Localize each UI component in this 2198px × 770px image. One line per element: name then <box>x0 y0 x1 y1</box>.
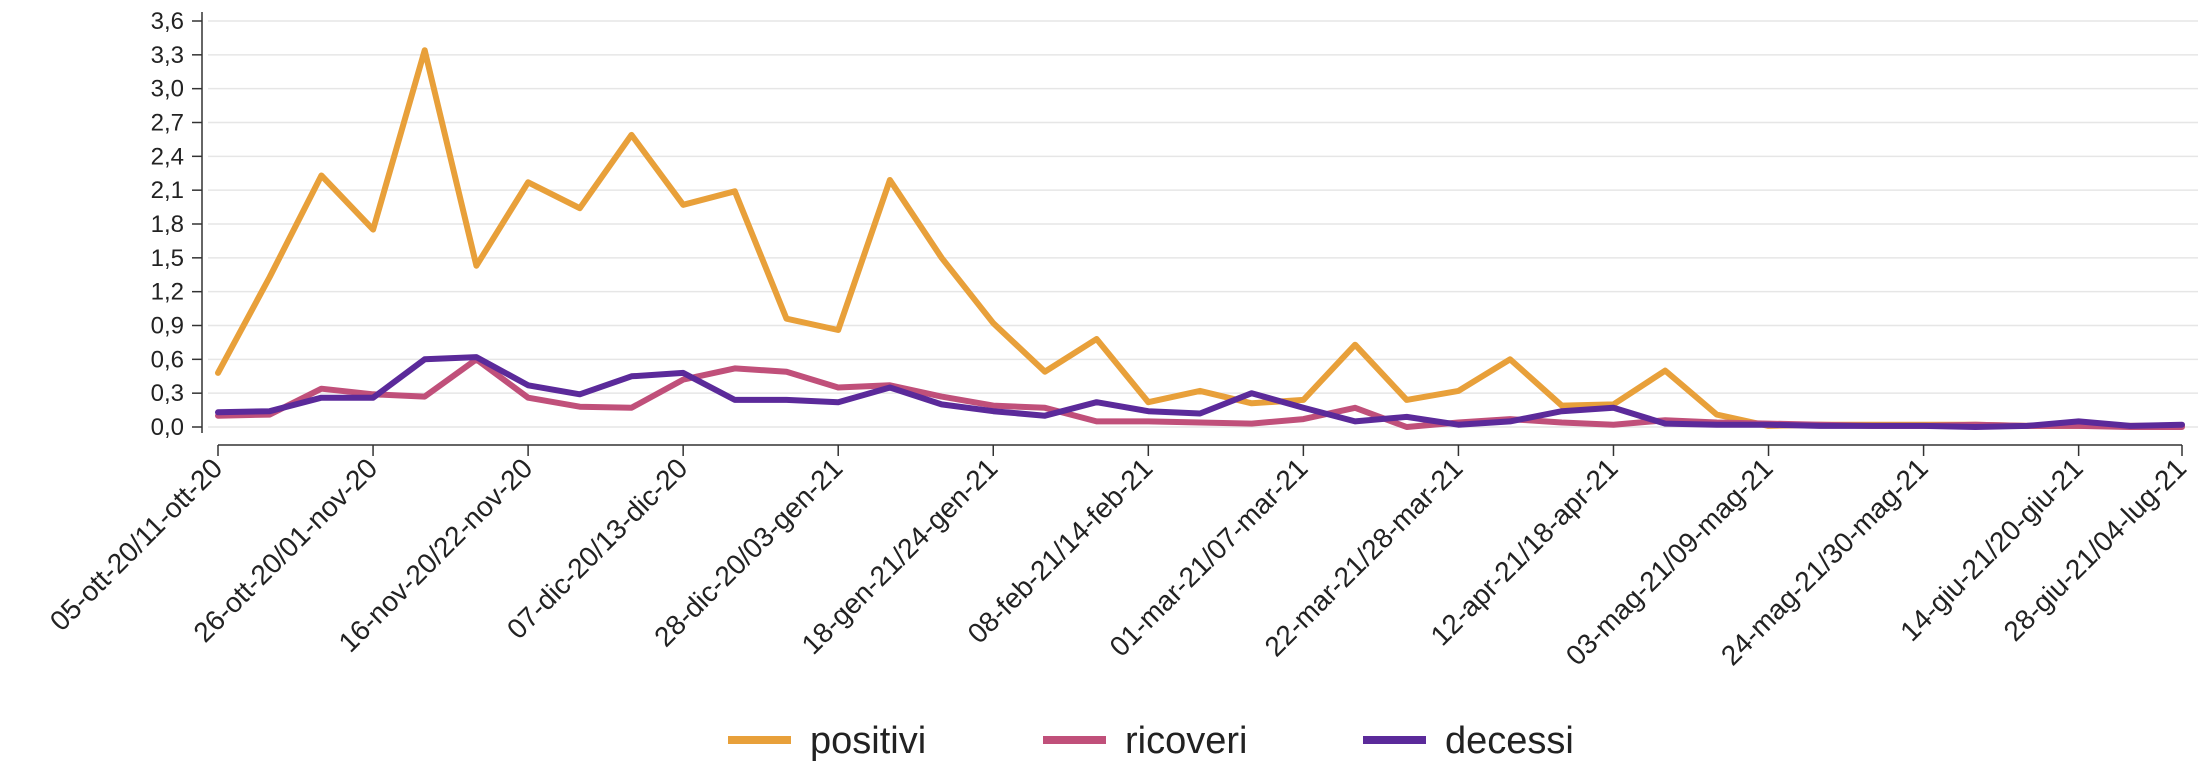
legend-label-ricoveri: ricoveri <box>1125 720 1247 762</box>
legend-label-positivi: positivi <box>810 720 926 762</box>
y-tick-label: 0,9 <box>151 313 184 340</box>
y-tick-label: 1,2 <box>151 279 184 306</box>
x-tick-label: 05-ott-20/11-ott-20 <box>44 452 228 636</box>
y-tick-label: 3,0 <box>151 76 184 103</box>
y-tick-label: 1,5 <box>151 245 184 272</box>
y-tick-label: 2,1 <box>151 177 184 204</box>
x-tick-label: 28-giu-21/04-lug-21 <box>1998 452 2193 647</box>
y-tick-label: 2,4 <box>151 143 184 170</box>
gridlines <box>208 20 2198 428</box>
legend-label-decessi: decessi <box>1445 720 1574 762</box>
series-lines <box>215 47 2185 430</box>
y-tick-label: 0,3 <box>151 380 184 407</box>
x-axis-ticks: 05-ott-20/11-ott-2026-ott-20/01-nov-2016… <box>44 445 2192 671</box>
y-tick-label: 0,0 <box>151 414 184 441</box>
y-tick-label: 3,6 <box>151 8 184 35</box>
axes <box>201 12 2182 446</box>
y-tick-label: 2,7 <box>151 110 184 137</box>
series-line-positivi <box>215 47 2185 429</box>
legend: positivi ricoveri decessi <box>728 720 1574 762</box>
y-tick-label: 3,3 <box>151 42 184 69</box>
y-axis-ticks: 0,0 0,3 0,6 0,9 1,2 1,5 1,8 2,1 2,4 2,7 3,0 3,3 3,6 <box>151 8 202 441</box>
y-tick-label: 1,8 <box>151 211 184 238</box>
y-tick-label: 0,6 <box>151 346 184 373</box>
series-line-decessi <box>215 354 2185 430</box>
